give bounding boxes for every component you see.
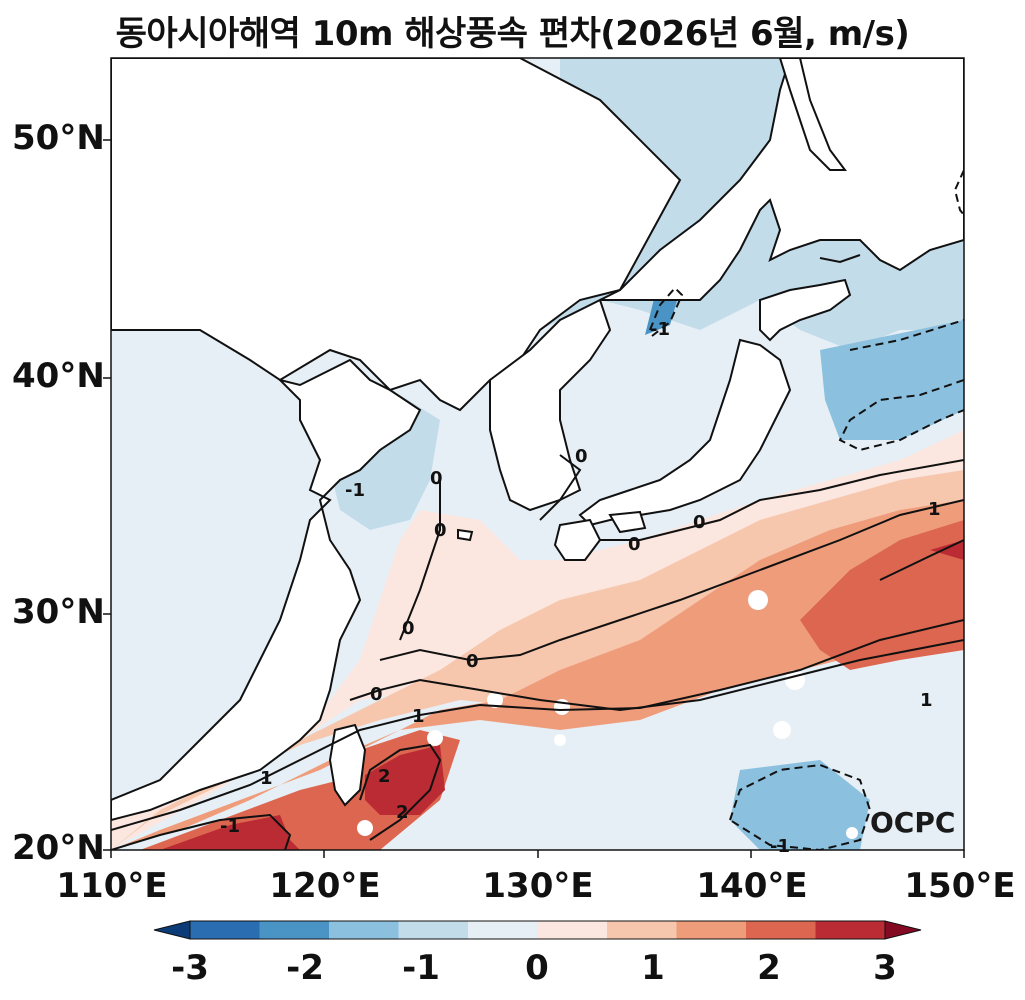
island-e [427, 730, 443, 746]
colorbar-swatch [259, 921, 330, 939]
land [111, 58, 964, 839]
colorbar-tick-label: -3 [171, 948, 209, 988]
contour-label: -1 [345, 480, 365, 501]
colorbar-swatch [815, 921, 886, 939]
contour-0-south [349, 639, 964, 712]
colorbar-swatch [190, 921, 260, 939]
contour-label: 0 [466, 651, 479, 672]
contour-neg1-east [838, 379, 964, 452]
contour-2-east [879, 539, 964, 581]
ocpc-logo: OCPC [870, 806, 956, 839]
anomaly-band-neg2-south [730, 760, 870, 850]
north-china-coast [111, 58, 682, 412]
anomaly-band-pos1-5 [111, 500, 964, 850]
contour-label: 0 [430, 468, 443, 489]
colorbar-swatch [398, 921, 469, 939]
contour-label: 0 [434, 520, 447, 541]
contour-neg1-jsea [649, 286, 684, 337]
colorbar-swatch [537, 921, 608, 939]
contour-label: -1 [650, 319, 670, 340]
contour-label: 0 [693, 512, 706, 533]
colorbar-swatch [468, 921, 538, 939]
anomaly-band-neg3-jsea [645, 290, 680, 335]
contour-0-west [399, 480, 441, 641]
russia-coast [599, 58, 964, 301]
contour-label: 1 [260, 768, 273, 789]
colorbar-frame [189, 920, 886, 940]
lat-label-30n: 30°N [12, 592, 105, 632]
island-i [846, 827, 858, 839]
contour-2-south [111, 813, 292, 850]
contour-neg1-south [728, 763, 872, 850]
contour-0-korea [539, 454, 582, 521]
contour-label: 2 [396, 802, 409, 823]
china-coast [111, 58, 422, 822]
colorbar-tick-label: 0 [525, 948, 549, 988]
anomaly-band-pos1 [111, 470, 964, 850]
contour-label: 0 [402, 618, 415, 639]
contour-neg1-ne [953, 169, 964, 216]
lat-label-20n: 20°N [12, 828, 105, 868]
taiwan [328, 723, 367, 807]
contour-1-south [111, 619, 964, 831]
contour-label: 1 [920, 690, 933, 711]
colorbar-swatch [607, 921, 677, 939]
colorbar-swatch [676, 921, 747, 939]
contour-0-ne [819, 254, 861, 264]
lat-label-50n: 50°N [12, 118, 105, 158]
korea-peninsula [489, 298, 612, 512]
contour-label: 1 [412, 706, 425, 727]
sakhalin [778, 58, 847, 171]
island-c [554, 734, 566, 746]
lat-label-40n: 40°N [12, 356, 105, 396]
colorbar-tick-label: 1 [641, 948, 665, 988]
contour-label: -1 [770, 836, 790, 857]
island-a [748, 590, 768, 610]
lon-label-140e: 140°E [696, 866, 808, 906]
island-g [773, 721, 791, 739]
contour-lines [111, 169, 964, 850]
island-h [357, 820, 373, 836]
anomaly-band-pos2 [140, 520, 964, 850]
contour-label: -1 [220, 816, 240, 837]
colorbar-tick-label: -2 [286, 948, 324, 988]
contour-label: 2 [378, 766, 391, 787]
lon-label-130e: 130°E [482, 866, 594, 906]
colorbar [153, 920, 922, 940]
contour-2-taiwan [359, 743, 442, 841]
contour-label: 0 [370, 684, 383, 705]
contour-label-group: 0 0 0 0 0 0 0 0 1 1 1 1 2 2 -1 -1 -1 -1 [220, 319, 941, 857]
contour-label: 1 [928, 499, 941, 520]
anomaly-band-neg2-east [820, 320, 964, 440]
jeju [457, 528, 474, 542]
colorbar-extend-high [884, 920, 922, 940]
island-d [487, 692, 503, 708]
colorbar-swatch [329, 921, 399, 939]
contour-label: 0 [628, 534, 641, 555]
lon-label-120e: 120°E [269, 866, 381, 906]
hokkaido [759, 278, 852, 342]
kyushu [553, 518, 602, 561]
colorbar-tick-label: 3 [873, 948, 897, 988]
colorbar-tick-label: -1 [402, 948, 440, 988]
lon-label-110e: 110°E [56, 866, 168, 906]
contour-0-mid [379, 499, 964, 662]
colorbar-tick-label: 2 [757, 948, 781, 988]
lon-label-150e: 150°E [904, 866, 1016, 906]
shikoku [608, 510, 647, 534]
contour-0-japan [600, 459, 964, 541]
colorbar-extend-low [153, 920, 191, 940]
contour-neg1-east2 [849, 319, 964, 351]
map-title: 동아시아해역 10m 해상풍속 편차(2026년 6월, m/s) [115, 14, 910, 54]
contour-label: 0 [575, 446, 588, 467]
colorbar-swatch [746, 921, 816, 939]
axis-ticks [103, 139, 965, 858]
